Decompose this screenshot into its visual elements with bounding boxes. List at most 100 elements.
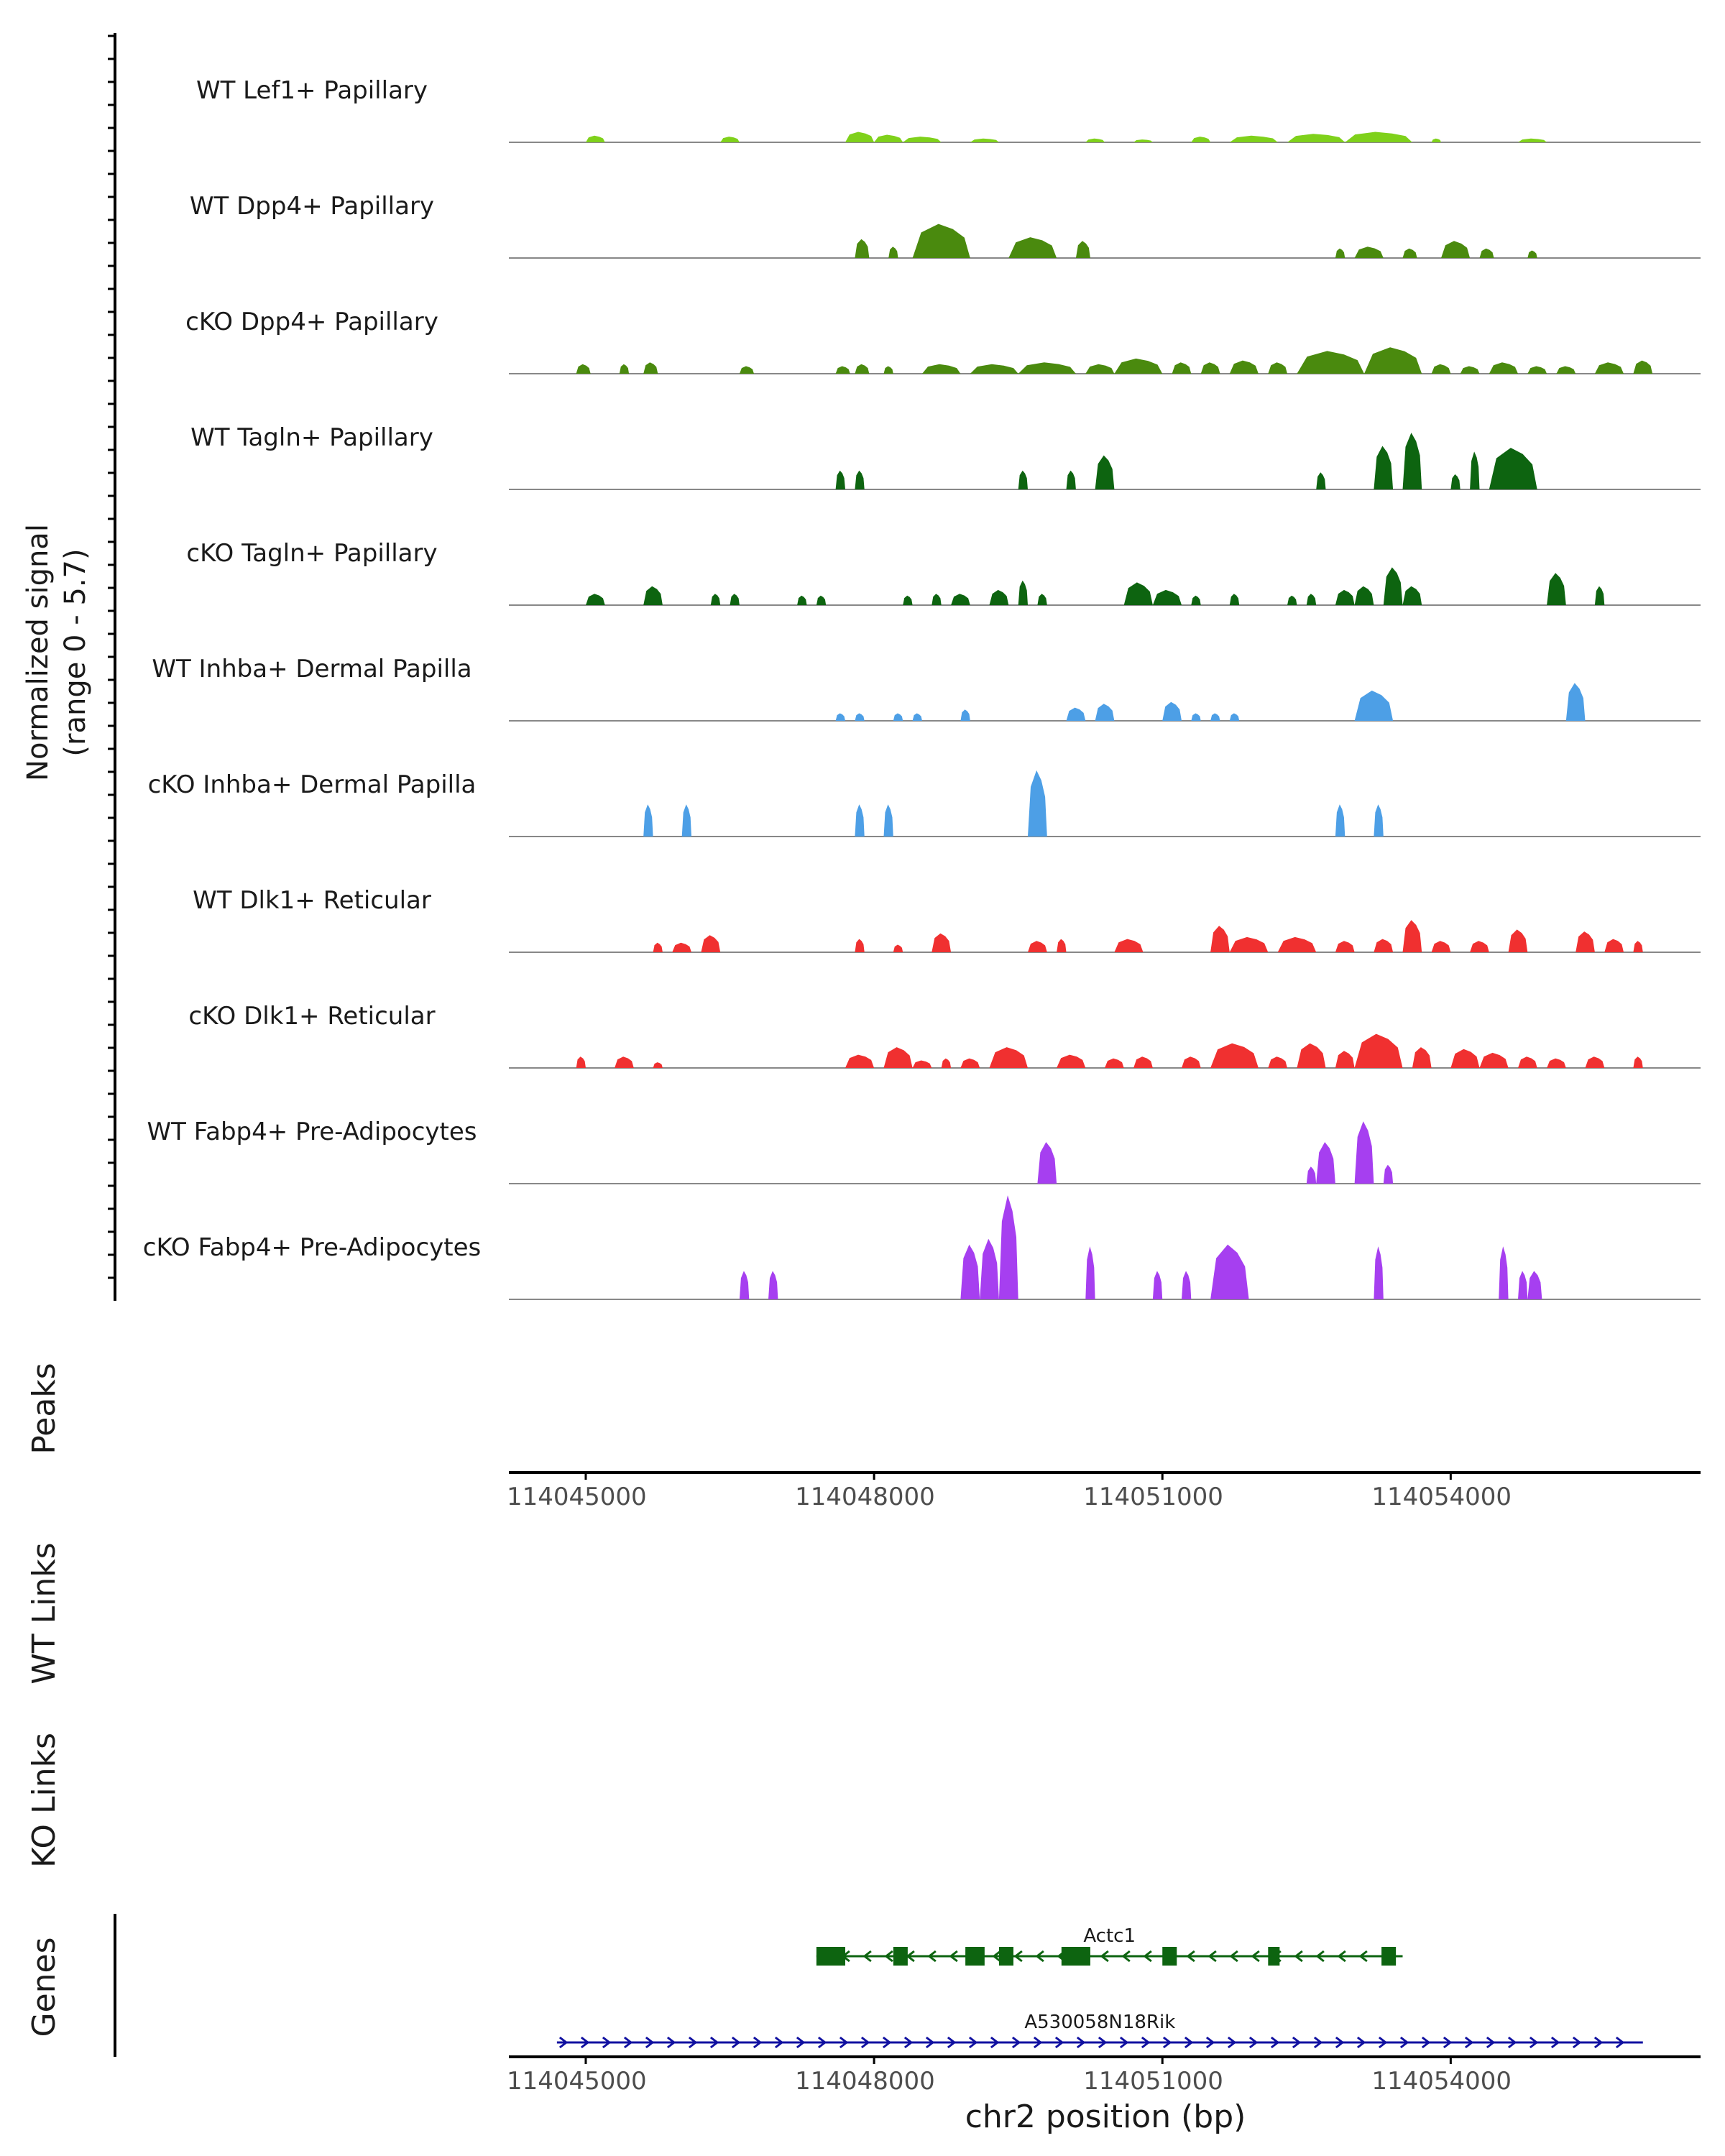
coverage-peak (1479, 248, 1494, 258)
coverage-peak (1037, 1142, 1057, 1184)
strand-arrow (1294, 1950, 1303, 1963)
coverage-peak (1470, 451, 1480, 489)
strand-arrow (1507, 2036, 1517, 2049)
coverage-peak (1191, 595, 1201, 605)
coverage-peak (1200, 362, 1220, 374)
strand-arrow (602, 2036, 612, 2049)
gene-exon (893, 1947, 908, 1966)
x-tick-label: 114045000 (507, 1483, 647, 1511)
coverage-tracks: WT Lef1+ Papillary WT Dpp4+ Papillary cKO … (143, 76, 1701, 1300)
coverage-peak (1335, 804, 1346, 837)
side-label-wt-links: WT Links (26, 1542, 63, 1684)
coverage-peak (1354, 690, 1394, 721)
coverage-peak (888, 247, 898, 258)
gene-exon (1381, 1947, 1397, 1966)
coverage-peak (1604, 939, 1624, 952)
coverage-peak (1460, 366, 1480, 374)
coverage-peak (1057, 1054, 1086, 1068)
coverage-peak (835, 470, 845, 489)
coverage-peak (1306, 1166, 1317, 1184)
strand-arrow (1186, 1950, 1195, 1963)
strand-arrow (1270, 2036, 1280, 2049)
strand-arrow (1335, 2036, 1345, 2049)
coverage-peak (1133, 139, 1153, 142)
coverage-peak (1085, 364, 1115, 374)
track-label-wt-dlk1-reticular: WT Dlk1+ Reticular (193, 886, 431, 915)
strand-arrow (1141, 2036, 1151, 2049)
strand-arrow (1358, 1950, 1368, 1963)
coverage-peak (720, 137, 740, 142)
coverage-peak (1374, 446, 1394, 489)
strand-arrow (949, 1950, 958, 1963)
coverage-peak (730, 594, 740, 605)
coverage-peak (893, 944, 903, 952)
track-label-wt-fabp4-pre-adipocytes: WT Fabp4+ Pre-Adipocytes (147, 1118, 477, 1146)
coverage-peak (1489, 362, 1518, 374)
coverage-peak (1565, 683, 1586, 721)
strand-arrow (968, 2036, 978, 2049)
coverage-peak (1095, 704, 1115, 721)
coverage-peak (1450, 1049, 1480, 1068)
x-tick-label: 114054000 (1371, 1483, 1512, 1511)
coverage-peak (1210, 1244, 1249, 1299)
coverage-peak (1431, 364, 1451, 374)
side-label-genes: Genes (26, 1937, 63, 2037)
coverage-peak (768, 1271, 778, 1299)
coverage-peak (1499, 1246, 1509, 1299)
x-tick-label: 114048000 (795, 2067, 935, 2096)
coverage-peak (1594, 362, 1624, 374)
coverage-peak (883, 366, 893, 374)
coverage-peak (1114, 358, 1163, 374)
coverage-peak (1277, 936, 1317, 952)
gene-exon (965, 1947, 985, 1966)
coverage-peak (855, 239, 870, 258)
coverage-peak (1402, 433, 1422, 489)
strand-arrow (990, 2036, 1000, 2049)
coverage-peak (874, 134, 903, 142)
coverage-peak (739, 1271, 750, 1299)
coverage-peak (1594, 586, 1605, 605)
coverage-peak (1229, 135, 1278, 142)
strand-arrow (1486, 2036, 1496, 2049)
track-label-cko-fabp4-pre-adipocytes: cKO Fabp4+ Pre-Adipocytes (143, 1233, 482, 1262)
strand-arrow (1529, 2036, 1539, 2049)
strand-arrow (1356, 2036, 1366, 2049)
coverage-peak (1450, 474, 1460, 489)
coverage-peak (1316, 472, 1326, 489)
coverage-peak (970, 364, 1018, 374)
strand-arrow (1205, 2036, 1215, 2049)
coverage-peak (960, 1058, 980, 1068)
coverage-peak (1633, 360, 1653, 374)
coverage-peak (970, 138, 999, 142)
strand-arrow (1615, 2036, 1625, 2049)
coverage-peak (903, 137, 942, 142)
coverage-peak (903, 595, 913, 605)
track-label-cko-dpp4-papillary: cKO Dpp4+ Papillary (185, 308, 438, 336)
side-label-ko-links: KO Links (26, 1733, 63, 1868)
coverage-peak (951, 594, 970, 605)
coverage-peak (1085, 138, 1105, 142)
coverage-peak (1316, 1142, 1335, 1184)
coverage-peak (1008, 237, 1057, 258)
coverage-peak (1066, 707, 1086, 721)
coverage-peak (1182, 1056, 1201, 1068)
coverage-peak (1123, 582, 1153, 605)
coverage-peak (1335, 589, 1355, 605)
coverage-peak (1133, 1056, 1153, 1068)
gene-exon (998, 1947, 1013, 1966)
strand-arrow (1054, 2036, 1064, 2049)
coverage-peak (1287, 595, 1297, 605)
strand-arrow (1013, 1950, 1023, 1963)
coverage-peak (1470, 941, 1489, 952)
coverage-peak (1066, 470, 1076, 489)
coverage-peak (576, 1056, 586, 1068)
coverage-peak (960, 709, 970, 721)
gene-annotation-track: Actc1 A530058N18Rik (556, 1925, 1643, 2049)
coverage-peak (932, 594, 942, 605)
coverage-peak (1085, 1246, 1095, 1299)
strand-arrow (1121, 1950, 1131, 1963)
track-label-wt-dpp4-papillary: WT Dpp4+ Papillary (190, 192, 434, 221)
y-axis-title-line1: Normalized signal (22, 524, 55, 781)
strand-arrow (1119, 2036, 1129, 2049)
coverage-peak (1527, 366, 1547, 374)
